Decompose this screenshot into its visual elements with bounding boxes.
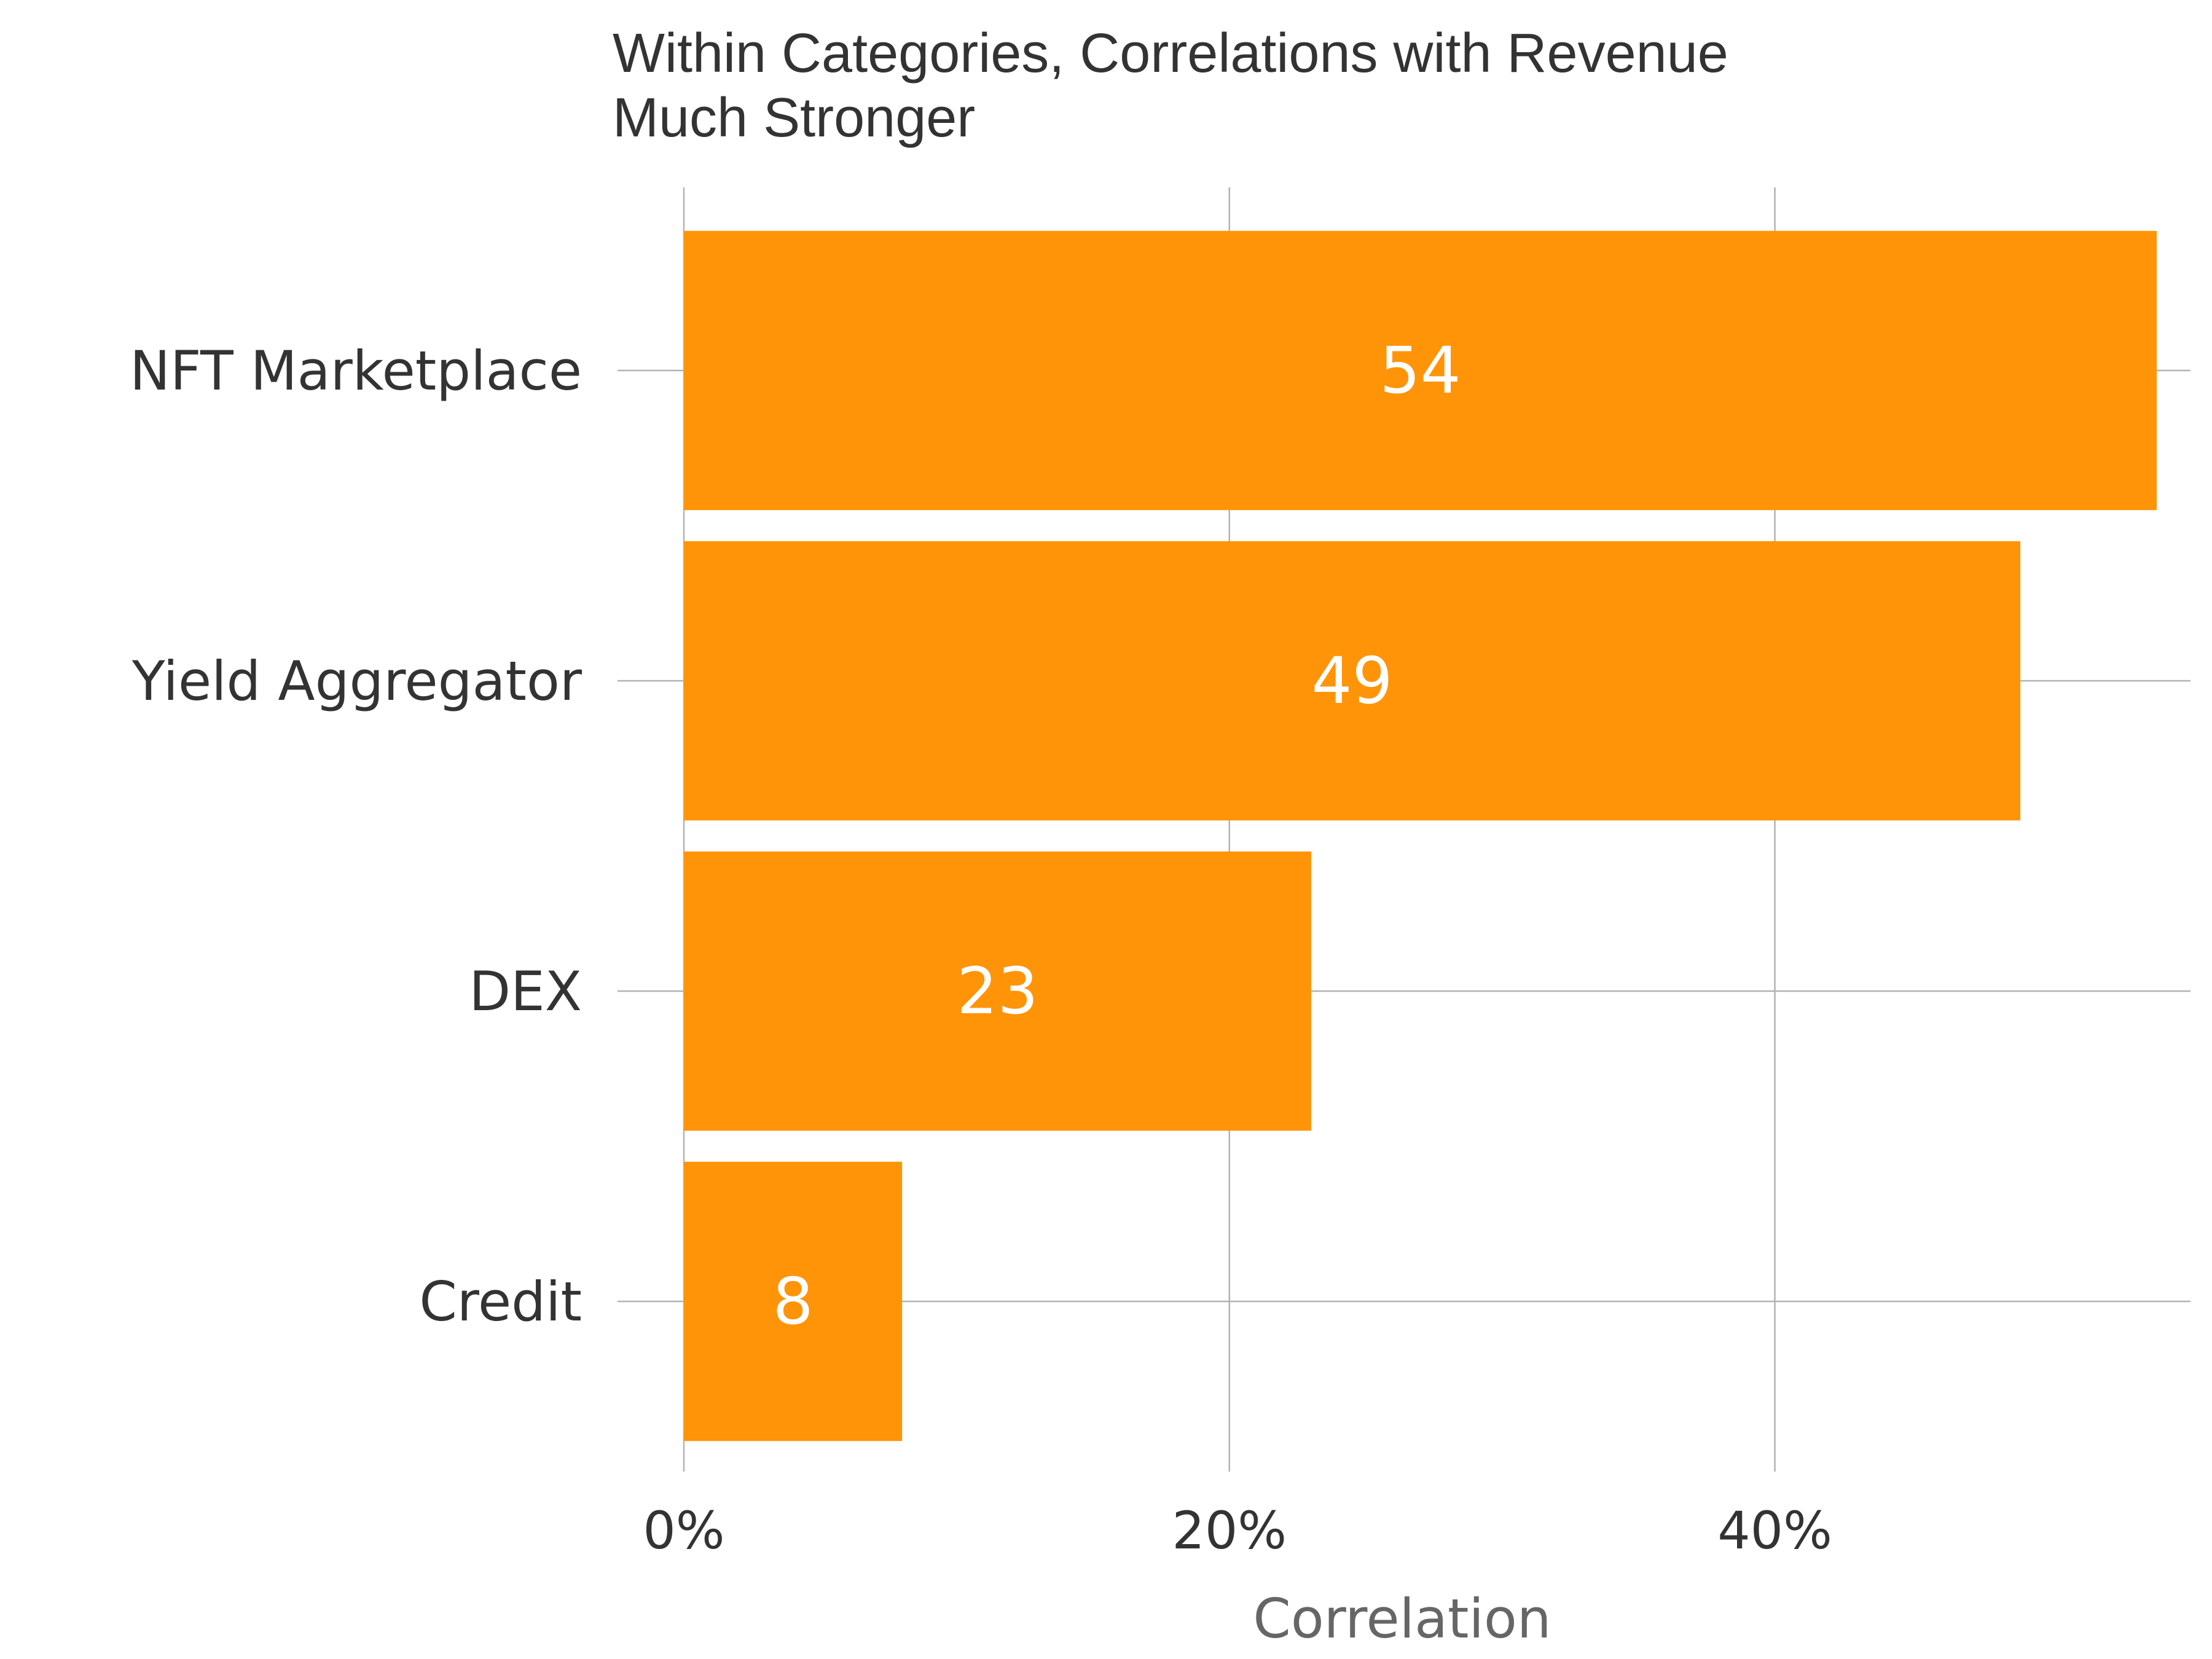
bar-value-labels: 54 49 23 8	[772, 333, 1461, 1339]
category-label-3: Credit	[419, 1270, 582, 1333]
x-tick-label-1: 20%	[1172, 1500, 1287, 1561]
bar-3	[684, 1161, 903, 1441]
bar-2	[684, 851, 1311, 1131]
category-label-2: DEX	[469, 960, 582, 1023]
category-label-1: Yield Aggregator	[131, 649, 582, 713]
x-axis-title: Correlation	[1253, 1587, 1551, 1650]
chart-title-line-1: Within Categories, Correlations with Rev…	[613, 23, 1728, 84]
x-axis-tick-labels: 0% 20% 40%	[643, 1500, 1832, 1561]
chart-title: Within Categories, Correlations with Rev…	[613, 23, 1728, 149]
x-tick-label-0: 0%	[643, 1500, 724, 1561]
bar-value-label-2: 23	[957, 954, 1038, 1029]
chart-title-line-2: Much Stronger	[613, 87, 975, 149]
bar-1	[684, 541, 2021, 821]
bar-0	[684, 230, 2157, 511]
bar-value-label-1: 49	[1311, 643, 1392, 718]
category-labels: NFT Marketplace Yield Aggregator DEX Credit	[130, 339, 582, 1333]
bar-value-label-3: 8	[772, 1264, 813, 1339]
bar-value-label-0: 54	[1379, 333, 1461, 408]
bars	[684, 230, 2157, 1441]
x-tick-label-2: 40%	[1717, 1500, 1832, 1561]
category-label-0: NFT Marketplace	[130, 339, 582, 402]
